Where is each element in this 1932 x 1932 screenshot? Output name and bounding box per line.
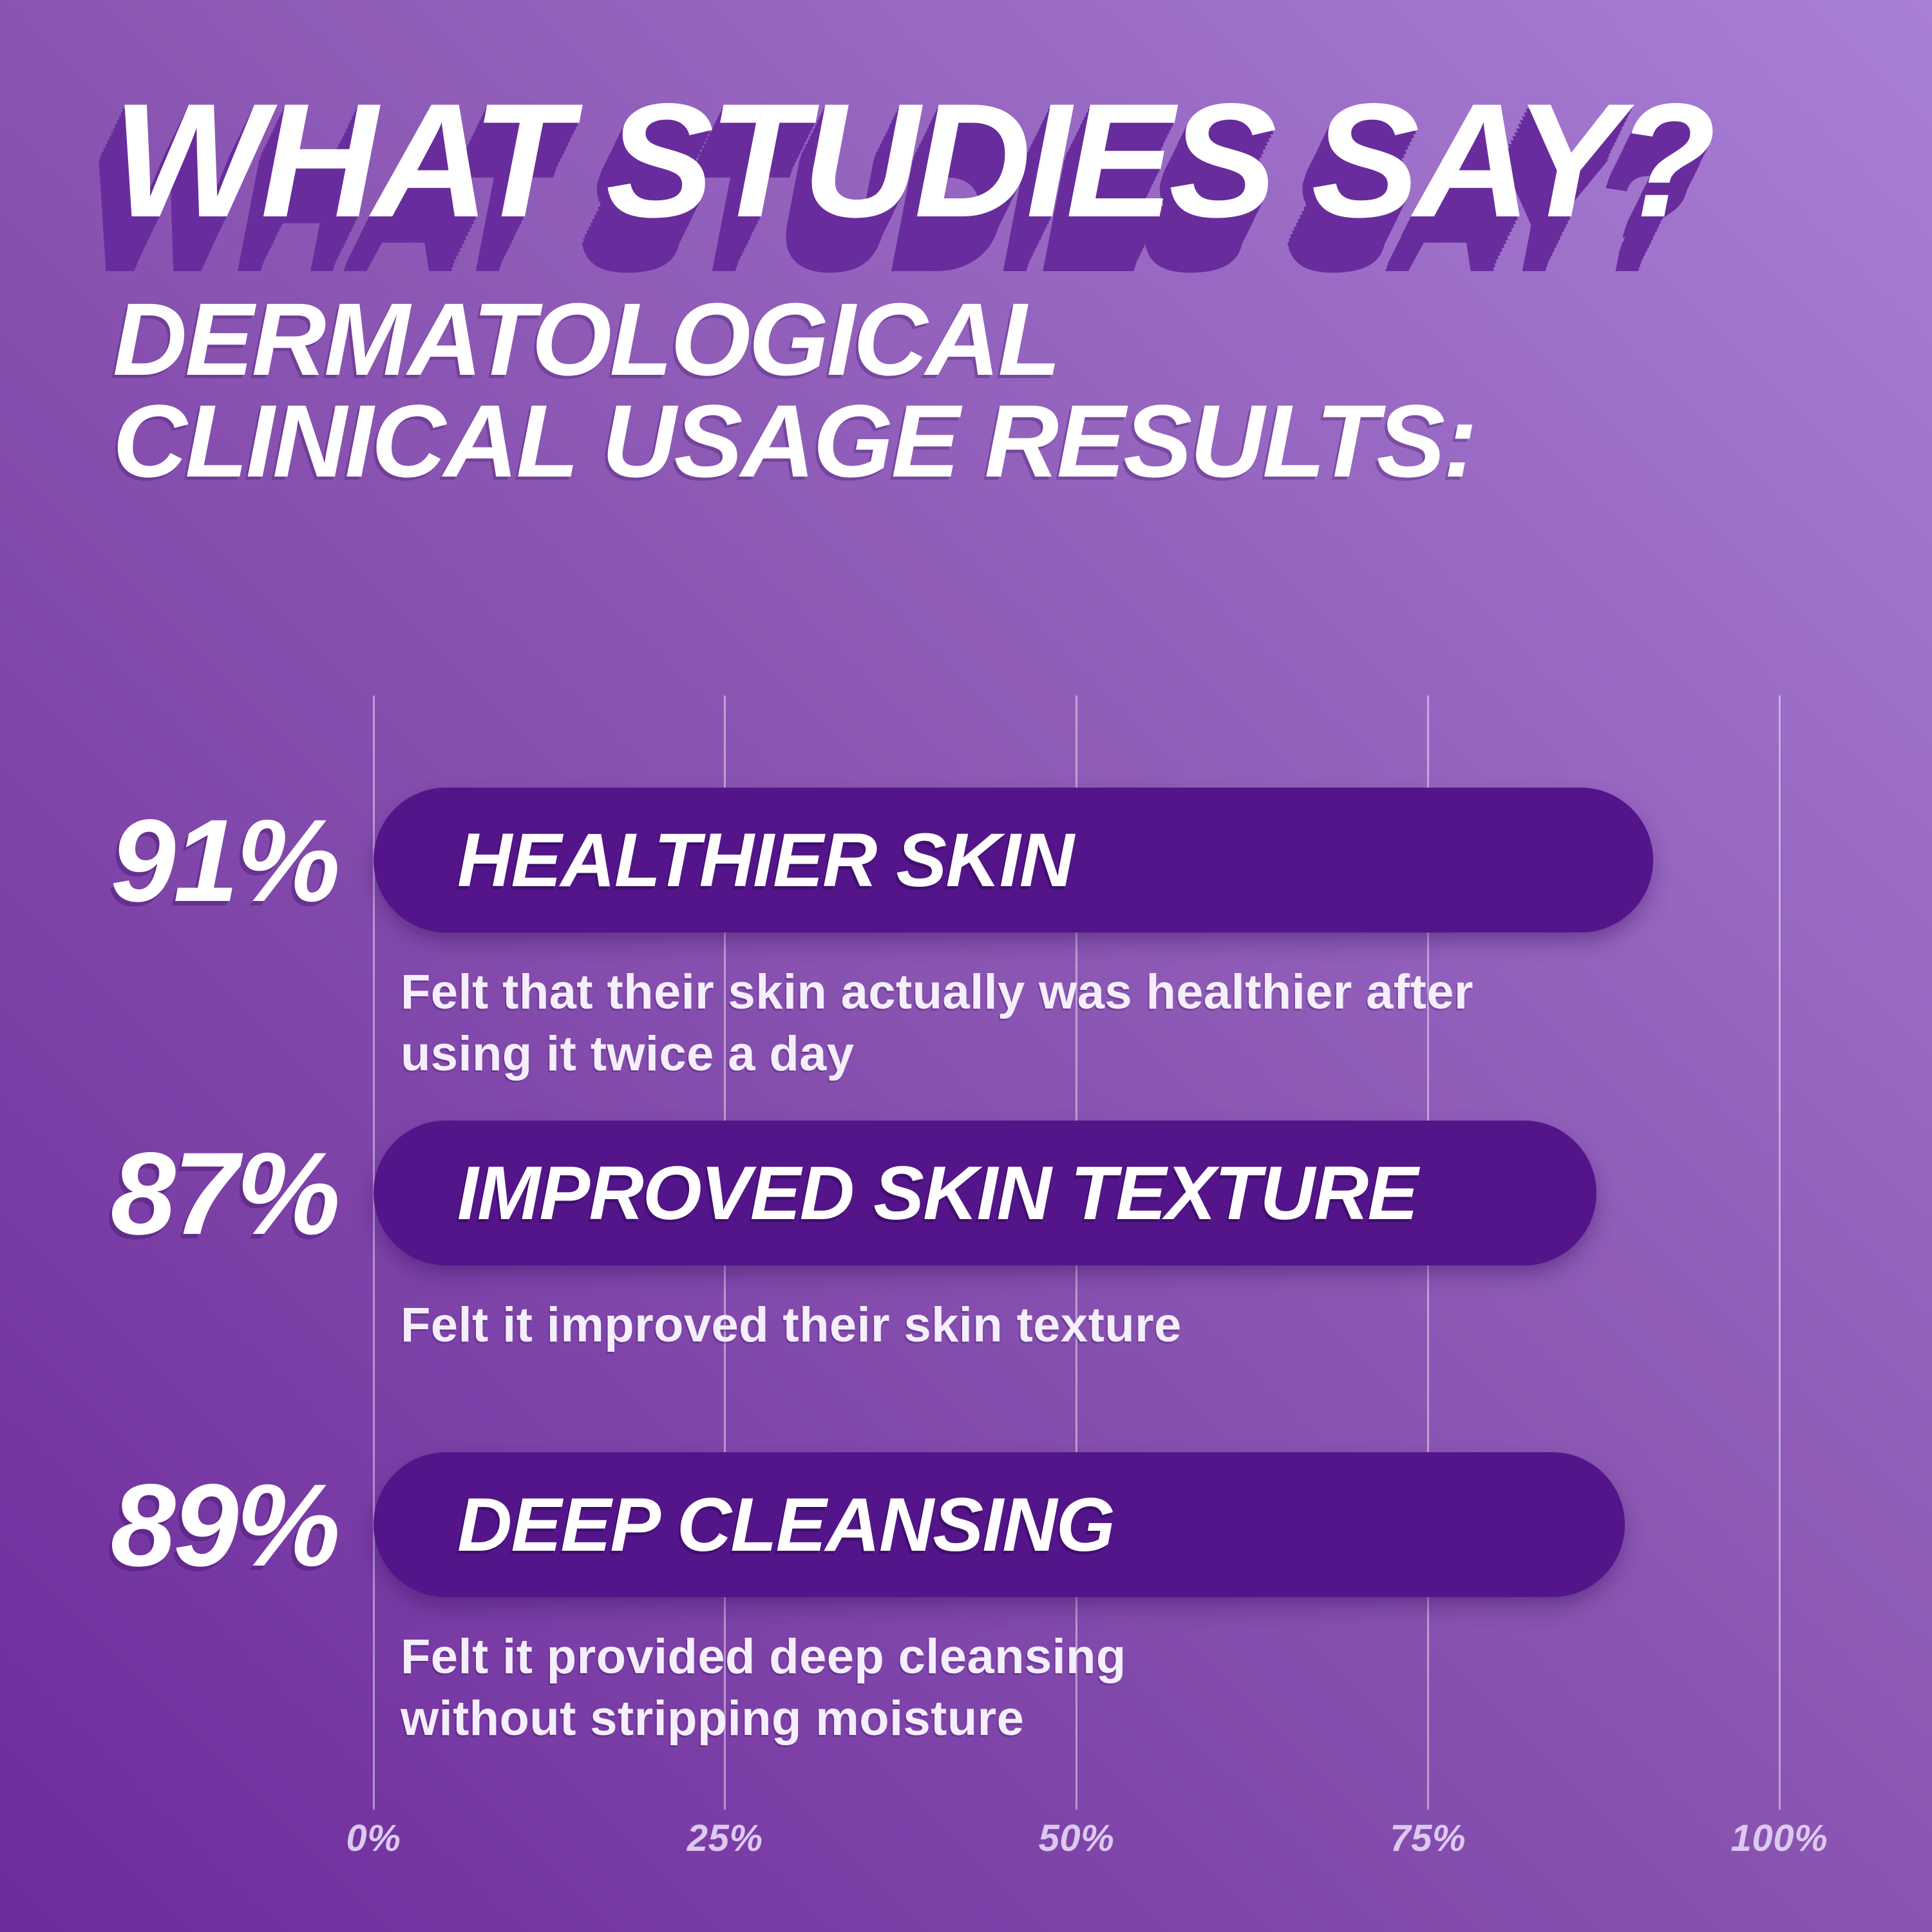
bar: IMPROVED SKIN TEXTURE <box>374 1121 1596 1265</box>
axis-tick-label: 50% <box>1038 1817 1115 1859</box>
page-subtitle: DERMATOLOGICAL CLINICAL USAGE RESULTS: <box>113 281 1477 498</box>
value-label: 87% <box>110 1127 341 1259</box>
axis-tick-label: 25% <box>687 1817 763 1859</box>
description-line: Felt it improved their skin texture <box>401 1298 1182 1352</box>
subtitle-line-2: CLINICAL USAGE RESULTS: <box>113 383 1477 498</box>
gridline <box>372 696 375 1810</box>
bar-description: Felt that their skin actually was health… <box>401 961 1473 1085</box>
axis-tick-label: 100% <box>1730 1817 1828 1859</box>
value-label: 89% <box>110 1459 341 1591</box>
bar-category-label: DEEP CLEANSING <box>457 1482 1115 1567</box>
bar: HEALTHIER SKIN <box>374 788 1653 933</box>
value-label: 91% <box>110 794 341 926</box>
bar-category-label: HEALTHIER SKIN <box>457 817 1074 903</box>
description-line: Felt that their skin actually was health… <box>401 965 1473 1019</box>
bar-description: Felt it provided deep cleansing without … <box>401 1626 1126 1750</box>
axis-tick-label: 0% <box>346 1817 401 1859</box>
bar-category-label: IMPROVED SKIN TEXTURE <box>457 1150 1418 1236</box>
bar: DEEP CLEANSING <box>374 1452 1625 1597</box>
page-title: WHAT STUDIES SAY? <box>113 70 1716 251</box>
description-line: without stripping moisture <box>401 1691 1025 1746</box>
bar-description: Felt it improved their skin texture <box>401 1294 1182 1356</box>
axis-tick-label: 75% <box>1390 1817 1466 1859</box>
description-line: Felt it provided deep cleansing <box>401 1629 1126 1684</box>
gridline <box>1778 696 1781 1810</box>
subtitle-line-1: DERMATOLOGICAL <box>113 281 1061 397</box>
description-line: using it twice a day <box>401 1027 855 1081</box>
